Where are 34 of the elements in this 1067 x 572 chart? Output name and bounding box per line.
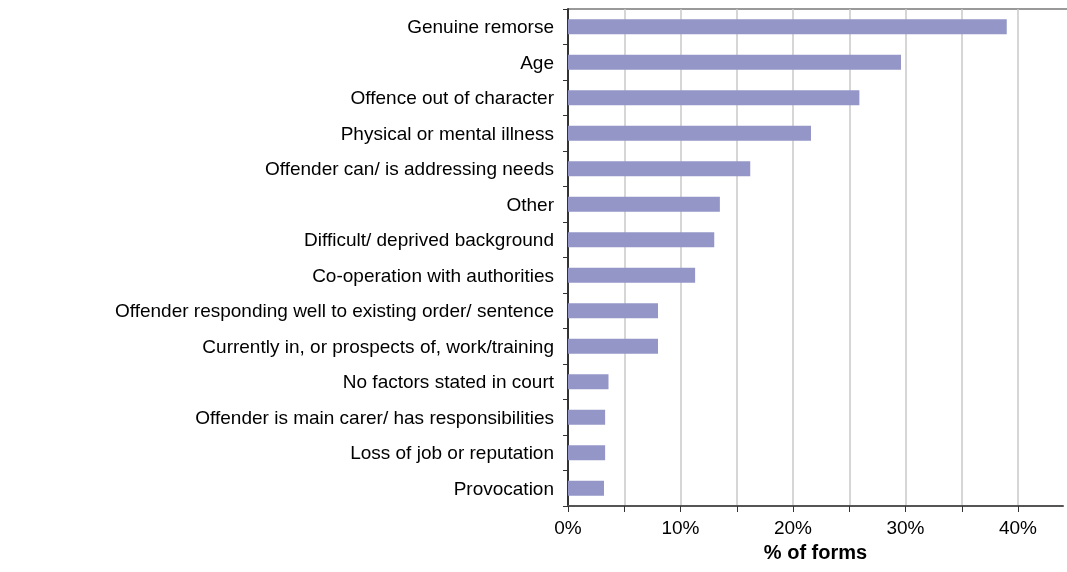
bar <box>568 480 604 496</box>
bar <box>568 19 1007 35</box>
x-tick-label: 40% <box>998 517 1038 538</box>
bar <box>568 196 720 212</box>
y-tick-label: Genuine remorse <box>407 16 554 38</box>
bar <box>568 125 811 141</box>
x-tick-label: 0% <box>554 517 582 538</box>
y-tick-label: Offender is main carer/ has responsibilities <box>195 406 554 428</box>
y-tick-label: Offence out of character <box>350 87 555 109</box>
y-tick-label: Co-operation with authorities <box>312 264 554 286</box>
bar <box>568 374 609 390</box>
bar <box>568 90 860 106</box>
bar <box>568 409 606 425</box>
y-tick-label: Difficult/ deprived background <box>304 229 554 251</box>
y-tick-label: Physical or mental illness <box>340 122 554 144</box>
y-tick-label: Provocation <box>453 477 554 499</box>
y-tick-label: Currently in, or prospects of, work/training <box>202 335 554 357</box>
bar <box>568 303 658 319</box>
x-tick-label: 30% <box>886 517 925 538</box>
x-axis-title: % of forms <box>763 540 868 563</box>
bar <box>568 161 751 177</box>
y-tick-label: Offender responding well to existing order/ sentence <box>114 300 554 322</box>
x-tick-label: 10% <box>661 517 700 538</box>
y-tick-label: No factors stated in court <box>342 371 555 393</box>
y-tick-label: Other <box>506 193 555 215</box>
y-tick-label: Age <box>520 51 554 73</box>
bar <box>568 54 901 70</box>
bar <box>568 338 658 354</box>
bar <box>568 445 606 461</box>
x-tick-label: 20% <box>773 517 813 538</box>
bar <box>568 267 696 283</box>
bar <box>568 232 715 248</box>
y-tick-label: Loss of job or reputation <box>350 442 554 464</box>
y-tick-label: Offender can/ is addressing needs <box>264 158 554 180</box>
